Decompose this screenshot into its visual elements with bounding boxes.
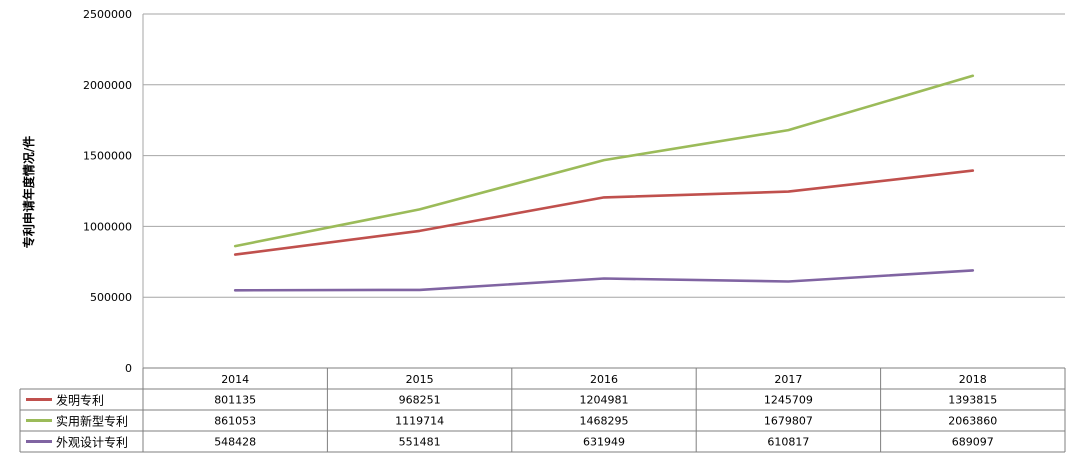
y-tick-label: 2000000 (83, 79, 132, 92)
y-tick-label: 1500000 (83, 150, 132, 163)
table-value-cell: 968251 (399, 394, 441, 407)
series-line-1 (233, 169, 975, 256)
table-value-cell: 1468295 (580, 415, 629, 428)
y-tick-label: 2500000 (83, 8, 132, 21)
x-category-label: 2016 (590, 373, 618, 386)
y-axis-tick-labels: 0 500000 1000000 1500000 2000000 2500000 (83, 8, 132, 375)
series-line-2 (233, 74, 975, 248)
table-value-cell: 1245709 (764, 394, 813, 407)
gridlines (142, 13, 1065, 368)
y-tick-label: 0 (125, 362, 132, 375)
table-value-cell: 1204981 (580, 394, 629, 407)
table-value-cell: 801135 (214, 394, 256, 407)
x-category-label: 2018 (959, 373, 987, 386)
y-axis-title: 专利申请年度情况/件 (21, 136, 36, 248)
table-value-cell: 1393815 (948, 394, 997, 407)
legend-label: 实用新型专利 (56, 414, 128, 429)
table-value-cell: 631949 (583, 436, 625, 449)
x-category-label: 2014 (221, 373, 249, 386)
table-value-cell: 689097 (952, 436, 994, 449)
y-tick-label: 500000 (90, 291, 132, 304)
series-lines (233, 74, 975, 292)
legend-label: 发明专利 (56, 393, 104, 408)
legend-label: 外观设计专利 (56, 435, 128, 450)
table-value-cell: 2063860 (948, 415, 997, 428)
data-table: 2014 2015 2016 2017 2018 发明专利 801135 968251 1204… (19, 367, 1066, 453)
table-value-cell: 861053 (214, 415, 256, 428)
table-value-cell: 551481 (399, 436, 441, 449)
table-value-cell: 610817 (767, 436, 809, 449)
series-line-3 (233, 269, 975, 292)
table-value-cell: 1119714 (395, 415, 444, 428)
x-category-label: 2015 (406, 373, 434, 386)
table-value-cell: 548428 (214, 436, 256, 449)
table-value-cell: 1679807 (764, 415, 813, 428)
x-category-label: 2017 (774, 373, 802, 386)
y-tick-label: 1000000 (83, 220, 132, 233)
